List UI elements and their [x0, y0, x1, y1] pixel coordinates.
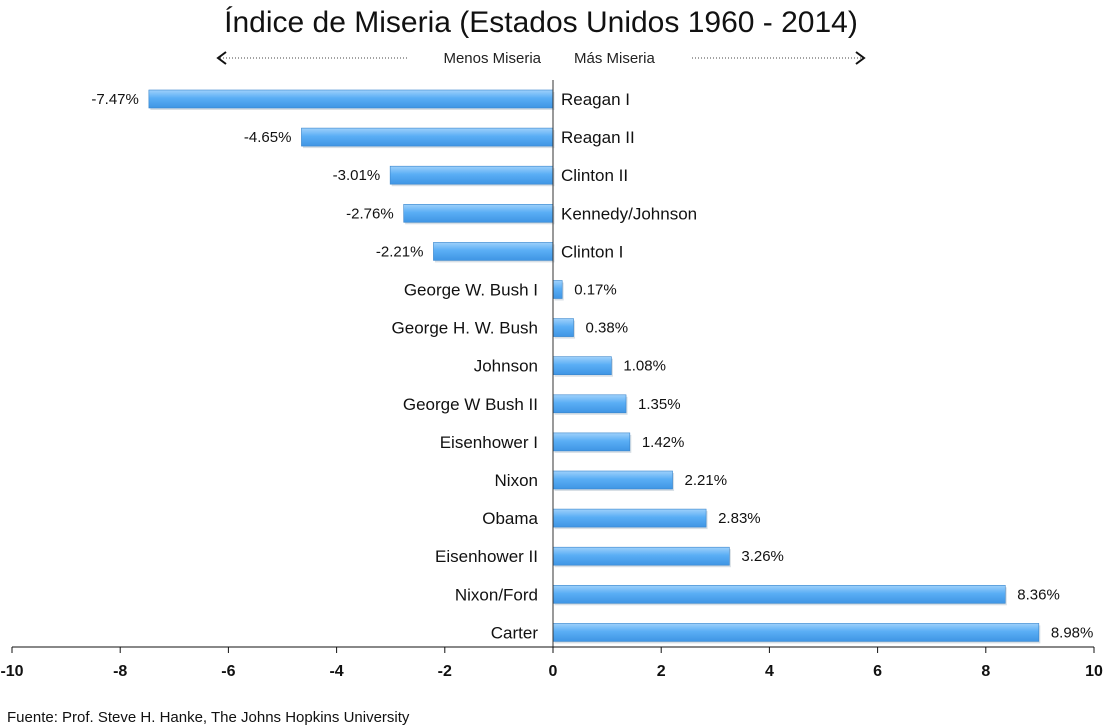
bar-nixon [552, 470, 673, 490]
x-tick-label: 8 [981, 663, 990, 680]
category-label: George H. W. Bush [392, 319, 538, 338]
bar-reagan-ii [301, 127, 554, 147]
value-label: 1.08% [623, 358, 666, 375]
source-note: Fuente: Prof. Steve H. Hanke, The Johns … [7, 709, 410, 726]
x-tick-label: -10 [0, 663, 23, 680]
left-arrow-icon [216, 51, 227, 65]
x-tick-label: 4 [765, 663, 774, 680]
bars-group: Reagan I -7.47% Reagan II -4.65% Clinton II -… [91, 89, 1094, 644]
category-label: Nixon [495, 471, 538, 490]
x-tick-label: -8 [113, 663, 127, 680]
bar-eisenhower-i [552, 432, 631, 452]
value-label: 8.36% [1017, 586, 1060, 603]
category-label: Eisenhower II [435, 547, 538, 566]
legend: Menos Miseria Más Miseria [216, 50, 866, 67]
bar-johnson [552, 356, 612, 376]
category-label: Clinton I [561, 242, 623, 261]
bar-obama [552, 508, 707, 528]
bar-george-h-w-bush [552, 318, 574, 337]
x-tick-label: -4 [329, 663, 343, 680]
category-label: Clinton II [561, 166, 628, 185]
x-tick-label: 6 [873, 663, 882, 680]
bar-carter [552, 623, 1040, 642]
right-arrow-icon [855, 51, 866, 65]
value-label: -4.65% [244, 129, 292, 146]
category-label: Reagan II [561, 128, 635, 147]
x-tick-label: 2 [657, 663, 666, 680]
x-tick-label: 0 [549, 663, 558, 680]
category-label: George W Bush II [403, 395, 538, 414]
value-label: 1.42% [642, 434, 685, 451]
x-tick-label: 10 [1085, 663, 1103, 680]
value-label: 2.83% [718, 510, 761, 527]
category-label: Johnson [474, 357, 538, 376]
value-label: 8.98% [1051, 624, 1094, 641]
value-label: -3.01% [333, 167, 381, 184]
bar-clinton-ii [389, 165, 554, 185]
axes-group: -10 -8 -6 -4 -2 0 2 4 6 8 10 [0, 80, 1103, 680]
category-label: Reagan I [561, 90, 630, 109]
category-label: George W. Bush I [404, 281, 538, 300]
value-label: 1.35% [638, 396, 681, 413]
bar-george-w-bush-ii [552, 394, 627, 414]
bar-nixon-ford [552, 584, 1006, 604]
x-tick-label: -6 [221, 663, 235, 680]
bar-george-w-bush-i [552, 280, 563, 299]
bar-reagan-i [148, 89, 554, 109]
bar-clinton-i [433, 242, 554, 261]
value-label: 0.38% [586, 320, 629, 337]
value-label: 2.21% [685, 472, 728, 489]
legend-more-misery: Más Miseria [574, 50, 656, 67]
chart-title: Índice de Miseria (Estados Unidos 1960 -… [224, 6, 858, 39]
value-label: -2.76% [346, 205, 394, 222]
value-label: 0.17% [574, 282, 617, 299]
category-label: Nixon/Ford [455, 585, 538, 604]
category-label: Carter [491, 623, 539, 642]
category-label: Obama [482, 509, 538, 528]
value-label: 3.26% [741, 548, 784, 565]
category-label: Kennedy/Johnson [561, 204, 697, 223]
value-label: -7.47% [91, 91, 139, 108]
legend-less-misery: Menos Miseria [443, 50, 541, 67]
value-label: -2.21% [376, 243, 424, 260]
x-tick-label: -2 [438, 663, 452, 680]
category-label: Eisenhower I [440, 433, 538, 452]
bar-eisenhower-ii [552, 546, 730, 566]
bar-kennedy-johnson [403, 204, 554, 223]
